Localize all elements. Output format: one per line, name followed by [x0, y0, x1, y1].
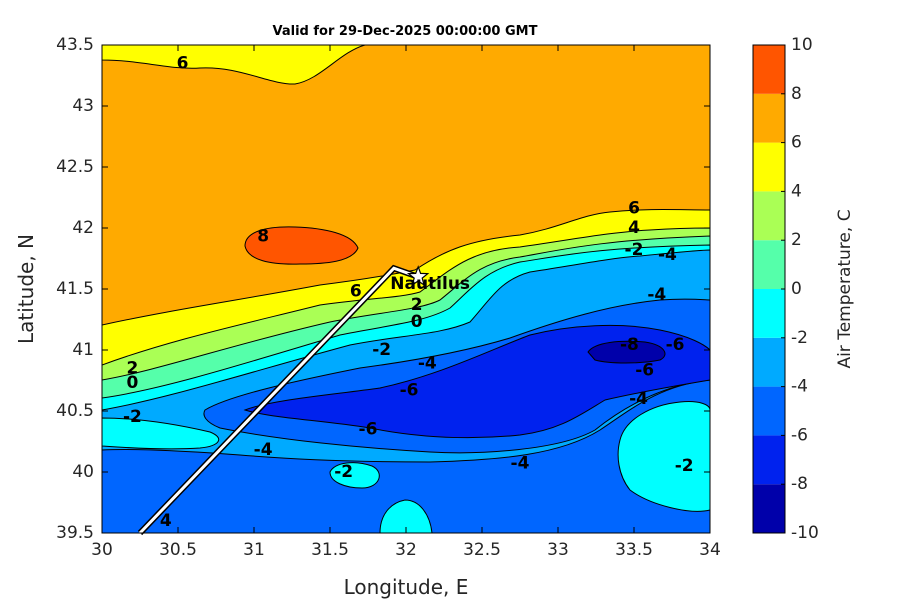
y-axis-label: Latitude, N	[14, 234, 38, 344]
contour-label: -6	[666, 335, 685, 355]
colorbar-tick-label: -4	[791, 377, 808, 397]
contour-label: 4	[628, 218, 640, 238]
y-tick-label: 40	[72, 462, 94, 482]
contour-label: -4	[647, 285, 666, 305]
colorbar-segment	[753, 191, 785, 241]
contour-label: -6	[635, 361, 654, 381]
y-tick-label: 43	[72, 96, 94, 116]
x-tick-label: 31	[243, 540, 265, 560]
contour-label: 8	[257, 227, 269, 247]
contour-label: -2	[625, 240, 644, 260]
chart-title: Valid for 29-Dec-2025 00:00:00 GMT	[272, 24, 538, 39]
x-tick-label: 30	[91, 540, 113, 560]
colorbar-tick-label: -2	[791, 328, 808, 348]
contour-label: 6	[177, 53, 189, 73]
x-tick-label: 33	[547, 540, 569, 560]
colorbar-tick-label: 10	[791, 35, 813, 55]
contour-label: -6	[359, 419, 378, 439]
contour-label: 6	[350, 281, 362, 301]
colorbar-tick-label: -10	[791, 523, 819, 543]
contour-label: -6	[400, 380, 419, 400]
contour-fill-8-10	[244, 226, 359, 265]
colorbar-segment	[753, 142, 785, 192]
colorbar-label: Air Temperature, C	[835, 209, 855, 368]
contour-label: 2	[126, 358, 138, 378]
ship-name-label: Nautilus	[390, 274, 470, 294]
colorbar-segment	[753, 386, 785, 436]
colorbar-segment	[753, 484, 785, 533]
contour-fills	[102, 45, 710, 533]
contour-fill-neg10-neg8	[587, 340, 666, 364]
x-tick-label: 31.5	[311, 540, 349, 560]
y-tick-label: 41	[72, 340, 94, 360]
colorbar-tick-label: 0	[791, 279, 802, 299]
colorbar-tick-label: -8	[791, 474, 808, 494]
x-tick-label: 32	[395, 540, 417, 560]
x-axis-label: Longitude, E	[344, 575, 469, 599]
colorbar-tick-label: 8	[791, 84, 802, 104]
colorbar-tick-label: -6	[791, 425, 808, 445]
x-tick-label: 33.5	[615, 540, 653, 560]
ship-position-star-icon	[406, 265, 430, 287]
colorbar-segment	[753, 93, 785, 143]
y-tick-label: 42	[72, 218, 94, 238]
colorbar-segment	[753, 435, 785, 485]
colorbar-tick-label: 2	[791, 230, 802, 250]
contour-label: -2	[675, 456, 694, 476]
contour-label: -4	[418, 353, 437, 373]
contour-fill-4-6-north	[102, 45, 366, 85]
contour-label: -2	[372, 340, 391, 360]
contour-fill-neg2-0-east2	[617, 401, 710, 512]
y-tick-label: 42.5	[56, 157, 94, 177]
contour-label: 4	[160, 511, 172, 531]
contour-label: -4	[254, 440, 273, 460]
contour-fill-neg2-0-west	[102, 417, 220, 450]
y-tick-label: 41.5	[56, 279, 94, 299]
contour-fill-neg2-0-pocket	[329, 462, 380, 489]
colorbar-segment	[753, 337, 785, 387]
x-tick-label: 32.5	[463, 540, 501, 560]
colorbar-segment	[753, 289, 785, 338]
contour-label: -2	[123, 407, 142, 427]
contour-label: 0	[126, 373, 138, 393]
colorbar-tick-label: 6	[791, 133, 802, 153]
colorbar-tick-label: 4	[791, 181, 802, 201]
colorbar-segment	[753, 240, 785, 289]
contour-label: 2	[411, 295, 423, 315]
contour-label: 0	[411, 312, 423, 332]
x-tick-label: 34	[699, 540, 721, 560]
contour-label: 6	[628, 198, 640, 218]
x-tick-label: 30.5	[159, 540, 197, 560]
contour-label: -8	[620, 335, 639, 355]
y-tick-label: 39.5	[56, 523, 94, 543]
y-tick-label: 40.5	[56, 401, 94, 421]
contour-fill-neg2-0-south2	[379, 499, 433, 533]
contour-label: -2	[334, 462, 353, 482]
colorbar-segment	[753, 45, 785, 94]
contour-label: -4	[629, 389, 648, 409]
contour-label: -4	[511, 453, 530, 473]
y-tick-label: 43.5	[56, 35, 94, 55]
contour-label: -4	[658, 245, 677, 265]
